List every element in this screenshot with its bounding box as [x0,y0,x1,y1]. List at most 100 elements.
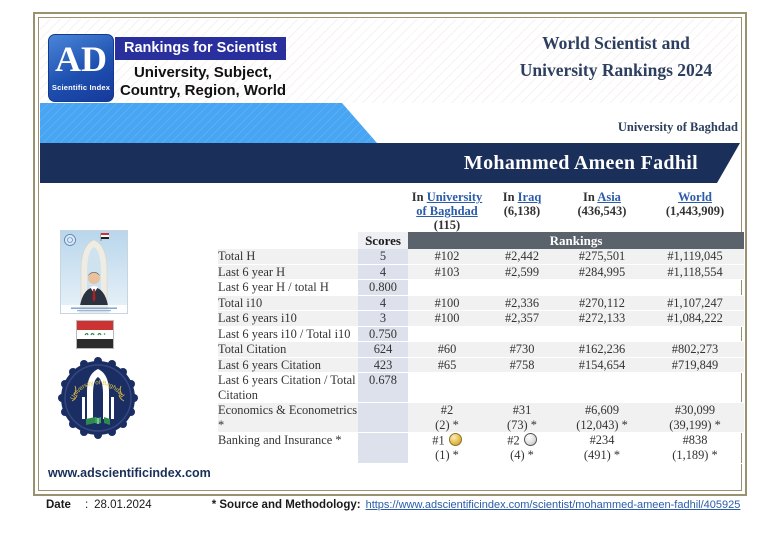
rank-value: #100 [434,295,460,310]
column-header-world: World (1,443,909) [646,190,744,232]
rank-cell: #234 (491) * [558,432,646,464]
metric-score: 624 [358,341,408,358]
column-link-asia[interactable]: Asia [597,190,621,204]
seal-ornaments [71,385,125,402]
metric-score: 3 [358,310,408,327]
logo-subtext: Scientific Index [51,83,111,92]
brand-tagline: University, Subject, Country, Region, Wo… [115,64,291,100]
tagline-line-2: Country, Region, World [119,82,287,99]
scientist-name-banner: Mohammed Ameen Fadhil [40,143,740,183]
rank-cell: #838 (1,189) * [646,432,744,464]
rank-cell [408,326,486,342]
table-row: Banking and Insurance * #1 (1) * #2 (4) * #23… [218,432,744,464]
gold-medal-icon [448,433,462,446]
table-row: Total i10 4 #100 #2,336 #270,112 #1,107,247 [218,295,744,311]
metric-label: Total H [218,249,358,265]
rank-cell: #284,995 [558,264,646,280]
rank-subvalue: (491) * [583,447,621,462]
rank-cell: #30,099 (39,199) * [646,402,744,433]
column-count: (436,543) [577,204,627,218]
rank-cell: #1,107,247 [646,295,744,311]
rank-cell: #60 [408,341,486,358]
rank-cell: #31 (73) * [486,402,558,433]
rank-subvalue: (39,199) * [669,417,721,432]
rank-cell: #730 [486,341,558,358]
ad-scientific-index-logo[interactable]: AD Scientific Index [48,34,114,102]
report-card: AD Scientific Index Rankings for Scienti… [33,12,747,496]
rank-cell: #2,357 [486,310,558,327]
rank-subvalue: (1,189) * [672,447,718,462]
rank-value: #719,849 [671,357,719,372]
rank-cell: #2,336 [486,295,558,311]
column-header-iraq: In Iraq (6,138) [486,190,558,232]
rank-value: #802,273 [671,342,719,356]
monument-flag [101,233,109,239]
rank-cell: #2 (4) * [486,432,558,464]
column-count: (1,443,909) [665,204,725,218]
rank-cell: #758 [486,357,558,373]
table-row: Last 6 year H / total H 0.800 [218,279,744,296]
column-link-university-of-baghdad[interactable]: University of Baghdad [416,190,483,218]
rank-value: #838 [682,433,708,447]
rank-value: #103 [434,264,460,279]
rank-cell [646,372,744,403]
rank-cell: #270,112 [558,295,646,311]
scientist-name: Mohammed Ameen Fadhil [463,152,698,174]
rank-cell [558,326,646,342]
rank-value: #2,442 [504,249,540,263]
rank-cell [408,372,486,403]
rank-cell [558,279,646,296]
metric-label: Last 6 years i10 [218,310,358,327]
rank-cell: #275,501 [558,249,646,265]
rank-cell: #719,849 [646,357,744,373]
scores-header: Scores [358,232,408,249]
metric-score: 423 [358,357,408,373]
rank-value: #758 [509,357,535,372]
metric-label: Last 6 years i10 / Total i10 [218,326,358,342]
column-link-iraq[interactable]: Iraq [517,190,542,204]
rank-cell: #2,442 [486,249,558,265]
subheader-row: Scores Rankings [218,232,744,249]
rank-cell: #802,273 [646,341,744,358]
website-url[interactable]: www.adscientificindex.com [48,466,211,480]
rank-cell [558,372,646,403]
rank-value: #30,099 [674,403,716,417]
university-name: University of Baghdad [617,120,738,134]
rank-value: #2 [440,403,454,417]
table-row: Last 6 years Citation / Total Citation 0.… [218,372,744,403]
header-stripe-background [40,19,738,103]
rank-cell: #272,133 [558,310,646,327]
column-count: (6,138) [503,204,541,218]
date-source-line: Date:28.01.2024 * Source and Methodology:… [46,499,740,511]
table-row: Total Citation 624 #60 #730 #162,236 #802,273 [218,341,744,358]
rank-value: #1,107,247 [667,295,723,310]
title-line-2: University Rankings 2024 [519,60,713,80]
rank-cell: #2,599 [486,264,558,280]
rankings-header: Rankings [408,232,744,249]
photo-corner-emblem [64,234,76,246]
rankings-table: In University of Baghdad (115) In Iraq (6,1… [218,190,744,464]
rank-cell: #1,084,222 [646,310,744,327]
seal-scallops [58,357,138,439]
rank-value: #6,609 [584,403,620,417]
rank-subvalue: (12,043) * [576,417,628,432]
table-row: Total H 5 #102 #2,442 #275,501 #1,119,045 [218,249,744,265]
empty-subheader-cell [218,232,358,249]
blue-accent-band [40,103,377,143]
date-separator: : [84,499,89,511]
rank-subvalue: (1) * [435,448,459,462]
metric-label: Last 6 years Citation / Total Citation [218,372,358,403]
rank-value: #234 [589,433,615,447]
logo-ad-text: AD [55,39,107,79]
rank-value: #1 [408,433,486,448]
source-link[interactable]: https://www.adscientificindex.com/scient… [365,499,741,511]
column-link-world[interactable]: World [677,190,713,204]
metric-score: 0.750 [358,326,408,342]
rank-cell: #2 (2) * [408,402,486,433]
date-label: Date [46,499,71,511]
metric-label: Total i10 [218,295,358,311]
source-label: * Source and Methodology: [211,499,361,511]
university-of-baghdad-seal: University of Baghdad [58,357,138,439]
table-row: Last 6 years i10 / Total i10 0.750 [218,326,744,342]
